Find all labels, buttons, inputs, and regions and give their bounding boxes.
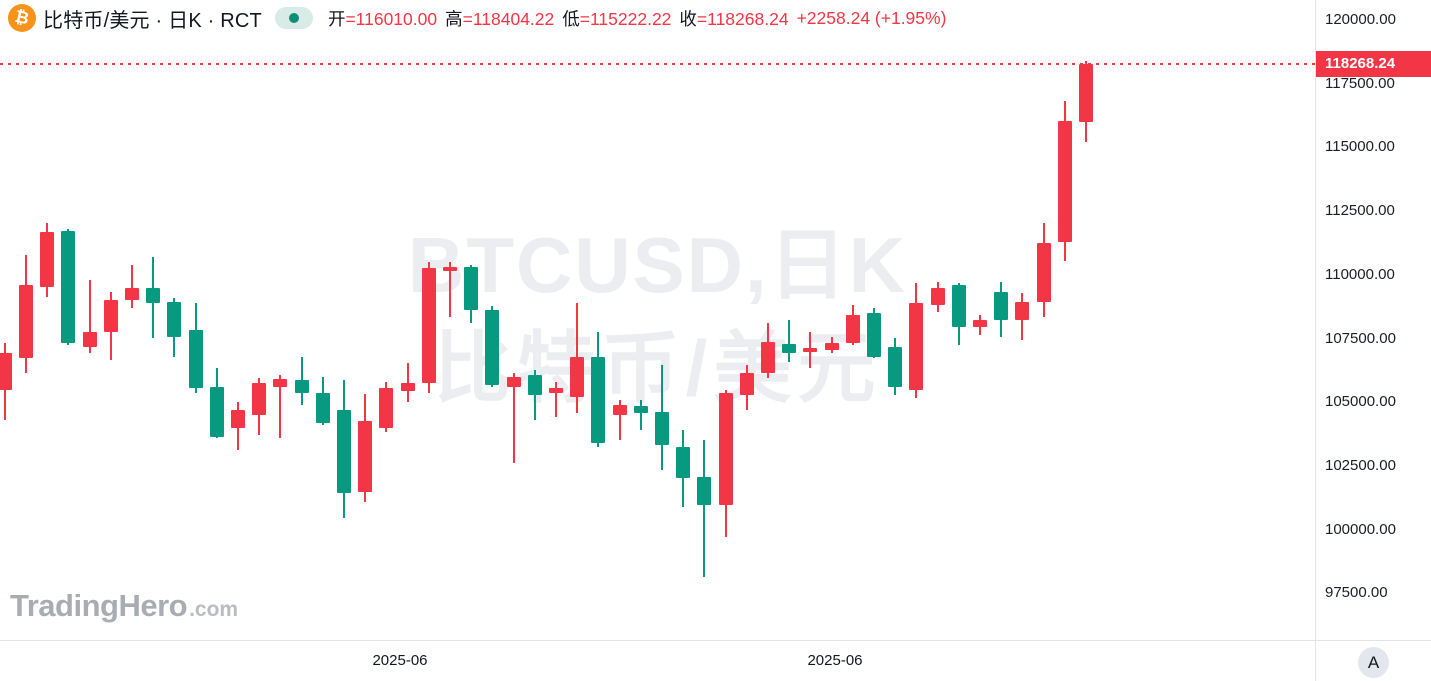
- candle-up: [379, 387, 394, 428]
- candle-up: [273, 379, 288, 387]
- candle-up: [803, 347, 818, 352]
- candle-up: [1057, 120, 1072, 242]
- price-tick-label: 110000.00: [1325, 265, 1395, 283]
- candle-wick: [512, 373, 515, 464]
- candle-down: [782, 344, 797, 353]
- candle-down: [464, 266, 479, 310]
- high-value: 高=118404.22: [445, 8, 555, 29]
- candle-up: [739, 373, 754, 396]
- candle-wick: [130, 265, 133, 308]
- open-value: 开=116010.00: [327, 8, 438, 29]
- candle-down: [485, 310, 500, 386]
- bitcoin-icon: ₿: [8, 4, 36, 32]
- price-tick-label: 112500.00: [1325, 202, 1395, 220]
- price-tick-label: 115000.00: [1325, 138, 1395, 156]
- candle-down: [866, 313, 881, 358]
- candle-down: [146, 288, 161, 303]
- candle-up: [0, 353, 12, 390]
- candle-down: [633, 406, 648, 414]
- candle-wick: [533, 370, 536, 420]
- close-value: 收=118268.24: [679, 8, 789, 29]
- candle-down: [888, 346, 903, 387]
- candle-down: [591, 357, 606, 443]
- candle-down: [315, 393, 330, 424]
- candle-up: [82, 332, 97, 347]
- candle-down: [951, 285, 966, 327]
- candle-down: [994, 292, 1009, 320]
- candle-down: [61, 231, 76, 344]
- status-pill[interactable]: [274, 7, 313, 29]
- price-tick-label: 105000.00: [1325, 393, 1396, 411]
- last-price-line: [0, 63, 1315, 66]
- candle-up: [930, 288, 945, 306]
- candle-down: [294, 380, 309, 393]
- chart-legend: ₿ 比特币/美元 · 日K · RCT 开=116010.00 高=118404…: [8, 4, 954, 32]
- candle-up: [1036, 242, 1051, 302]
- candle-down: [167, 302, 182, 337]
- logo-suffix: .com: [189, 598, 239, 621]
- candle-down: [188, 330, 203, 388]
- low-value: 低=115222.22: [562, 8, 672, 29]
- logo-brand: TradingHero: [10, 588, 188, 623]
- price-tick-label: 107500.00: [1325, 329, 1396, 347]
- change-value: +2258.24 (+1.95%): [796, 7, 947, 28]
- candle-up: [40, 232, 55, 287]
- ohlc-values: 开=116010.00 高=118404.22 低=115222.22 收=11…: [328, 6, 954, 31]
- candle-down: [654, 412, 669, 445]
- candle-wick: [554, 382, 557, 417]
- tradinghero-logo: TradingHero .com: [10, 588, 238, 624]
- adjust-scale-button[interactable]: A: [1358, 647, 1389, 678]
- price-tick-label: 102500.00: [1325, 456, 1396, 474]
- candle-wick: [639, 399, 642, 430]
- candle-up: [506, 377, 521, 387]
- candle-up: [421, 267, 436, 384]
- candlestick-chart[interactable]: [0, 0, 1315, 640]
- candle-down: [697, 477, 712, 506]
- candle-up: [103, 300, 118, 333]
- time-tick-label: 2025-06: [807, 652, 863, 669]
- candle-wick: [448, 262, 451, 318]
- candle-up: [1078, 64, 1093, 122]
- time-axis-border: [0, 640, 1431, 641]
- candle-wick: [788, 319, 791, 362]
- candle-up: [718, 393, 733, 506]
- price-tick-label: 100000.00: [1325, 520, 1396, 538]
- candle-wick: [88, 279, 91, 353]
- candle-up: [612, 405, 627, 415]
- candle-up: [1015, 302, 1030, 320]
- candle-up: [548, 387, 563, 393]
- candle-wick: [279, 374, 282, 439]
- candle-up: [18, 285, 33, 359]
- time-tick-label: 2025-06: [372, 652, 428, 669]
- symbol-title[interactable]: 比特币/美元 · 日K · RCT: [43, 9, 262, 32]
- candle-up: [570, 357, 585, 398]
- price-axis-border: [1315, 0, 1316, 681]
- price-tick-label: 117500.00: [1325, 74, 1395, 92]
- candle-down: [209, 386, 224, 438]
- candle-up: [972, 319, 987, 327]
- candle-up: [400, 383, 415, 391]
- candle-up: [909, 303, 924, 390]
- candle-wick: [703, 440, 706, 577]
- candle-down: [676, 447, 691, 479]
- candle-up: [442, 266, 457, 271]
- candle-down: [336, 410, 351, 494]
- candle-down: [527, 374, 542, 395]
- candle-up: [845, 315, 860, 344]
- candle-up: [358, 421, 373, 493]
- candle-up: [252, 383, 267, 415]
- candle-wick: [406, 363, 409, 402]
- price-tick-label: 97500.00: [1325, 584, 1388, 602]
- status-dot-icon: [288, 13, 299, 23]
- last-price-label: 118268.24: [1316, 51, 1431, 78]
- candle-up: [824, 343, 839, 350]
- candle-up: [760, 342, 775, 374]
- candle-up: [230, 410, 245, 428]
- price-tick-label: 120000.00: [1325, 11, 1396, 28]
- candle-wick: [618, 399, 621, 441]
- candle-up: [124, 288, 139, 300]
